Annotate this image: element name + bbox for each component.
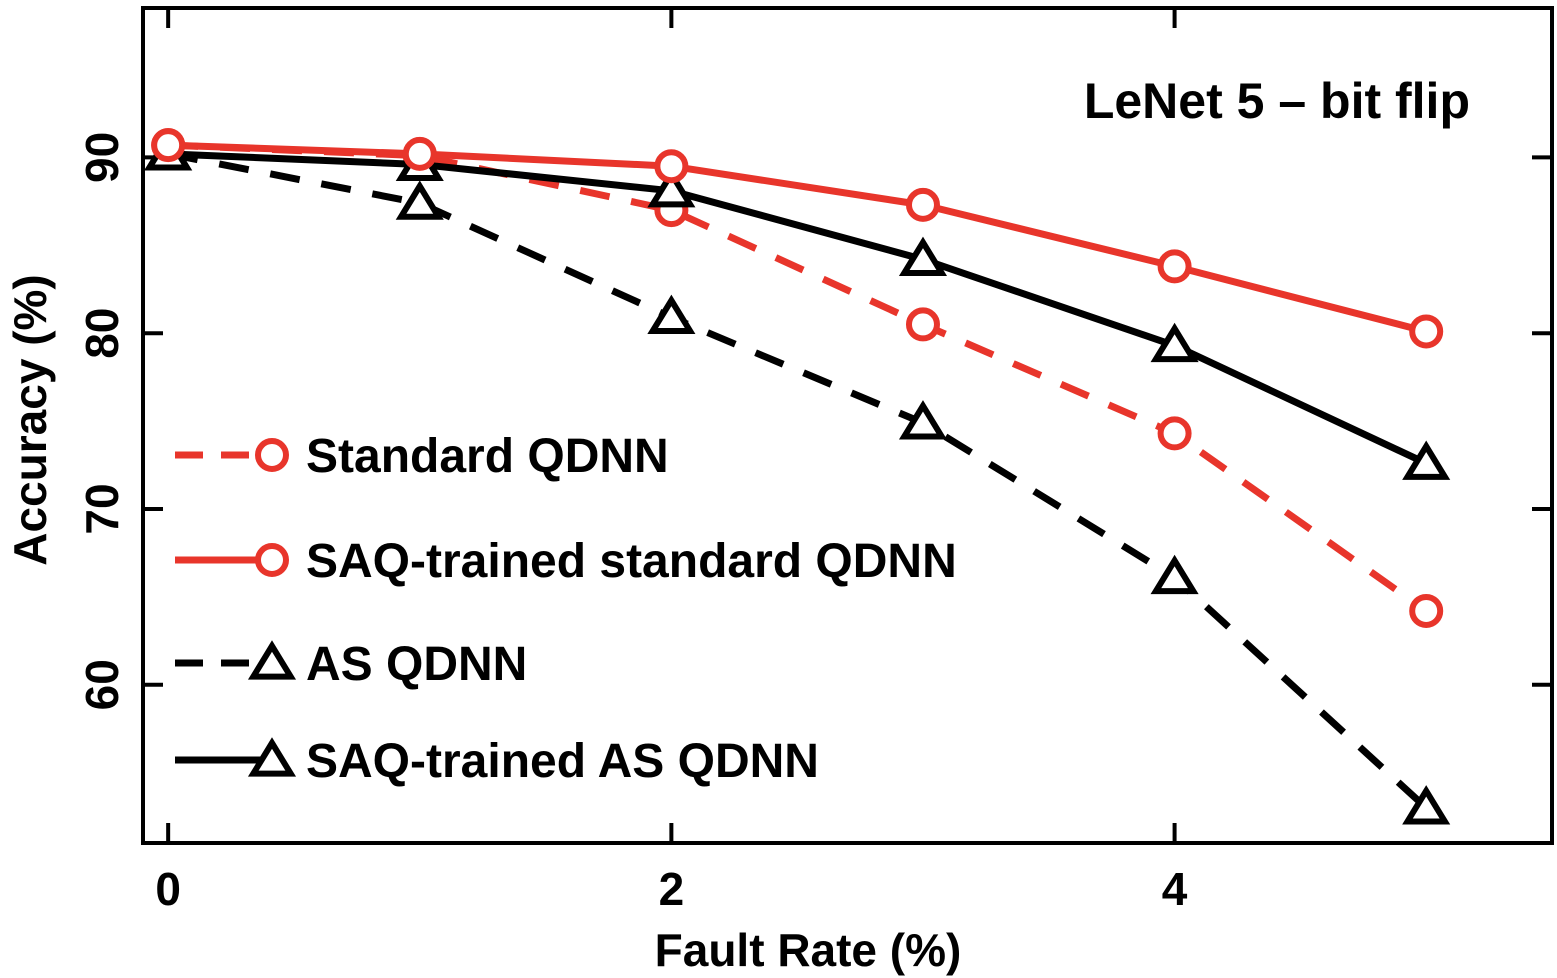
data-point: [1402, 440, 1451, 480]
y-tick-label: 60: [76, 659, 128, 710]
data-point: [647, 168, 696, 208]
data-point: [151, 128, 186, 163]
y-tick-label: 80: [76, 308, 128, 359]
series-2: [151, 128, 1444, 349]
legend-label: SAQ-trained standard QDNN: [306, 535, 957, 588]
chart-title: LeNet 5 – bit flip: [1084, 73, 1470, 129]
legend-marker: [255, 438, 289, 472]
y-axis-title: Accuracy (%): [4, 274, 56, 565]
data-point: [647, 294, 696, 334]
data-point: [1409, 314, 1444, 349]
series-line: [168, 141, 1428, 335]
legend-item: SAQ-trained standard QDNN: [175, 535, 957, 588]
data-point: [898, 400, 948, 440]
legend-label: Standard QDNN: [306, 430, 669, 483]
data-point: [654, 149, 689, 184]
legend-label: AS QDNN: [306, 638, 527, 691]
data-point: [905, 307, 940, 342]
y-tick-label: 70: [76, 483, 128, 534]
y-tick-label: 90: [76, 132, 128, 183]
plot-frame: [141, 6, 1554, 845]
plot-series: [144, 128, 1451, 825]
legend-marker: [247, 640, 297, 680]
x-axis-title: Fault Rate (%): [655, 924, 962, 976]
data-point: [1409, 593, 1444, 628]
legend-marker: [247, 737, 297, 777]
legend-item: SAQ-trained AS QDNN: [175, 735, 819, 788]
legend-item: Standard QDNN: [175, 430, 669, 483]
data-point: [395, 180, 444, 220]
data-point: [905, 187, 940, 222]
series-line: [167, 150, 1429, 811]
x-tick-label: 0: [155, 863, 181, 915]
legend: Standard QDNN SAQ-trained standard QDNN AS…: [175, 430, 957, 788]
axes: 0 2 4 60 70 80 90: [76, 6, 1554, 915]
x-tick-label: 2: [659, 863, 685, 915]
data-point: [1157, 416, 1192, 451]
data-point: [1150, 322, 1199, 363]
data-point: [1150, 554, 1199, 595]
data-point: [1157, 249, 1192, 284]
x-tick-label: 4: [1162, 863, 1188, 915]
legend-label: SAQ-trained AS QDNN: [306, 735, 819, 788]
data-point: [1402, 785, 1451, 825]
data-point: [402, 136, 437, 171]
legend-item: AS QDNN: [175, 638, 527, 691]
data-point: [898, 236, 948, 276]
series-line: [168, 150, 1428, 467]
legend-marker: [255, 543, 289, 577]
